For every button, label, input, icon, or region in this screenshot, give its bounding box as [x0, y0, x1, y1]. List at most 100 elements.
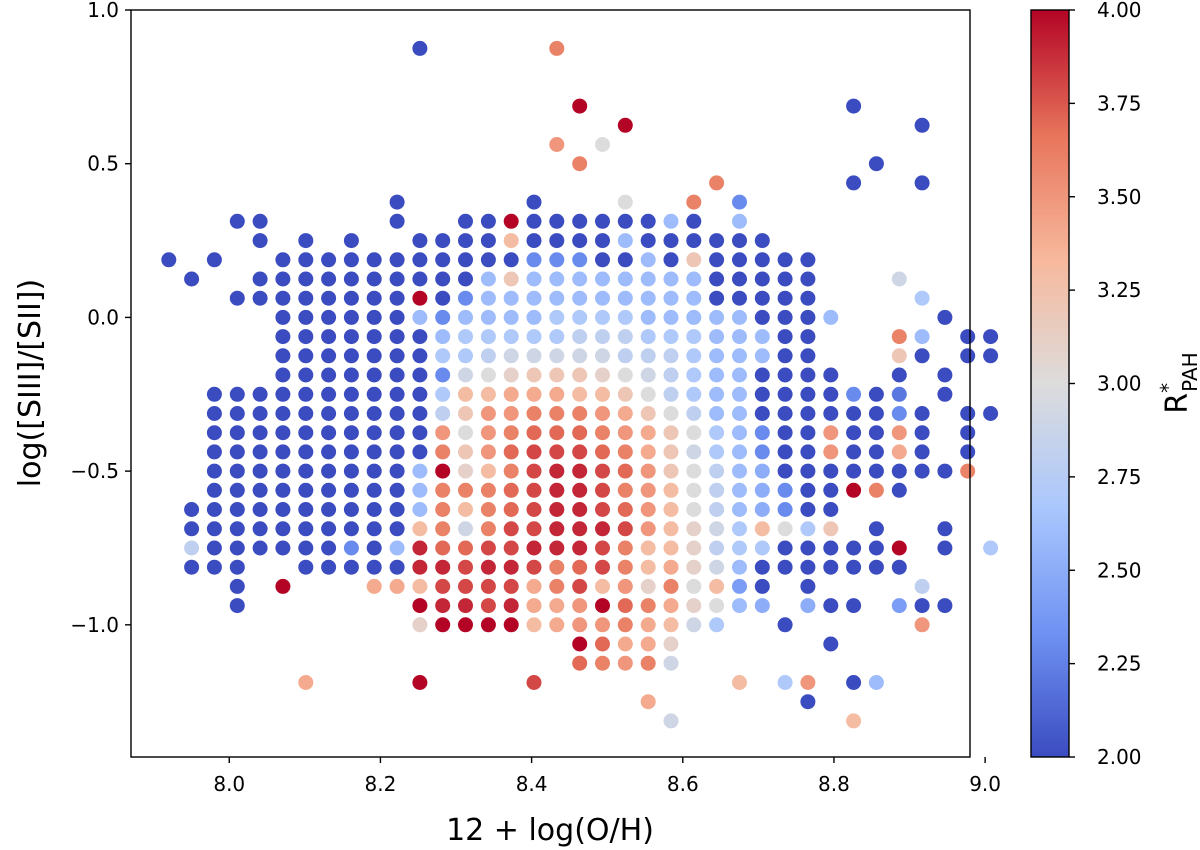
data-point	[777, 540, 793, 556]
data-point	[754, 578, 770, 594]
data-point	[617, 521, 633, 537]
data-point	[891, 348, 907, 364]
data-point	[572, 348, 588, 364]
data-point	[480, 309, 496, 325]
data-point	[595, 386, 610, 402]
data-point	[343, 233, 359, 249]
data-point	[709, 444, 725, 460]
data-point	[389, 425, 405, 441]
data-point	[366, 559, 382, 575]
data-point	[617, 309, 633, 325]
data-point	[983, 540, 999, 556]
data-point	[800, 502, 816, 517]
data-point	[754, 502, 770, 517]
data-point	[184, 521, 200, 537]
data-point	[891, 559, 907, 575]
data-point	[595, 213, 610, 229]
data-point	[732, 213, 747, 229]
data-point	[252, 406, 268, 421]
data-point	[868, 521, 884, 537]
data-point	[366, 290, 382, 306]
data-point	[366, 406, 382, 421]
data-point	[343, 309, 359, 325]
data-point	[503, 617, 519, 633]
data-point	[321, 444, 337, 460]
data-point	[252, 386, 268, 402]
data-point	[914, 290, 930, 306]
colorbar-label-base: R	[1160, 393, 1195, 414]
data-point	[435, 367, 451, 383]
data-point	[846, 444, 862, 460]
data-point	[321, 290, 337, 306]
data-point	[663, 559, 679, 575]
data-point	[275, 271, 291, 287]
data-point	[617, 386, 633, 402]
data-point	[914, 175, 930, 191]
data-point	[458, 463, 473, 479]
colorbar-tick-label: 3.00	[1097, 372, 1142, 396]
data-point	[595, 463, 610, 479]
data-point	[389, 194, 405, 210]
data-point	[777, 482, 793, 498]
data-point	[229, 578, 245, 594]
data-point	[435, 540, 451, 556]
data-point	[503, 309, 519, 325]
data-point	[343, 502, 359, 517]
data-point	[617, 117, 633, 133]
data-point	[754, 521, 770, 537]
data-point	[275, 502, 291, 517]
data-point	[503, 271, 519, 287]
data-point	[732, 367, 747, 383]
data-point	[252, 233, 268, 249]
data-point	[663, 425, 679, 441]
data-point	[823, 502, 839, 517]
data-point	[206, 521, 222, 537]
colorbar-tick-label: 3.50	[1097, 185, 1142, 209]
data-point	[709, 386, 725, 402]
data-point	[458, 444, 473, 460]
data-point	[846, 386, 862, 402]
data-point	[914, 406, 930, 421]
data-point	[366, 540, 382, 556]
data-point	[572, 540, 588, 556]
data-point	[640, 694, 656, 710]
y-tick-label: 0.5	[87, 152, 119, 176]
data-point	[412, 540, 428, 556]
data-point	[458, 367, 473, 383]
data-point	[891, 271, 907, 287]
data-point	[526, 348, 542, 364]
data-point	[526, 482, 542, 498]
data-point	[617, 271, 633, 287]
data-point	[777, 348, 793, 364]
data-point	[868, 482, 884, 498]
data-point	[754, 425, 770, 441]
data-point	[823, 444, 839, 460]
data-point	[754, 348, 770, 364]
data-point	[412, 463, 428, 479]
data-point	[480, 386, 496, 402]
data-point	[458, 540, 473, 556]
data-point	[503, 386, 519, 402]
data-point	[686, 290, 702, 306]
data-point	[229, 463, 245, 479]
data-point	[595, 482, 610, 498]
data-point	[321, 559, 337, 575]
data-point	[503, 578, 519, 594]
data-point	[229, 521, 245, 537]
data-point	[412, 406, 428, 421]
colorbar-tick-label: 2.00	[1097, 745, 1142, 769]
data-point	[298, 233, 314, 249]
data-point	[709, 175, 725, 191]
data-point	[663, 578, 679, 594]
data-point	[572, 463, 588, 479]
data-point	[298, 540, 314, 556]
data-point	[595, 655, 610, 671]
data-point	[343, 348, 359, 364]
data-point	[458, 213, 473, 229]
data-point	[389, 540, 405, 556]
x-tick-label: 8.0	[213, 772, 245, 796]
data-point	[937, 540, 953, 556]
data-point	[298, 329, 314, 345]
data-point	[480, 559, 496, 575]
data-point	[595, 617, 610, 633]
